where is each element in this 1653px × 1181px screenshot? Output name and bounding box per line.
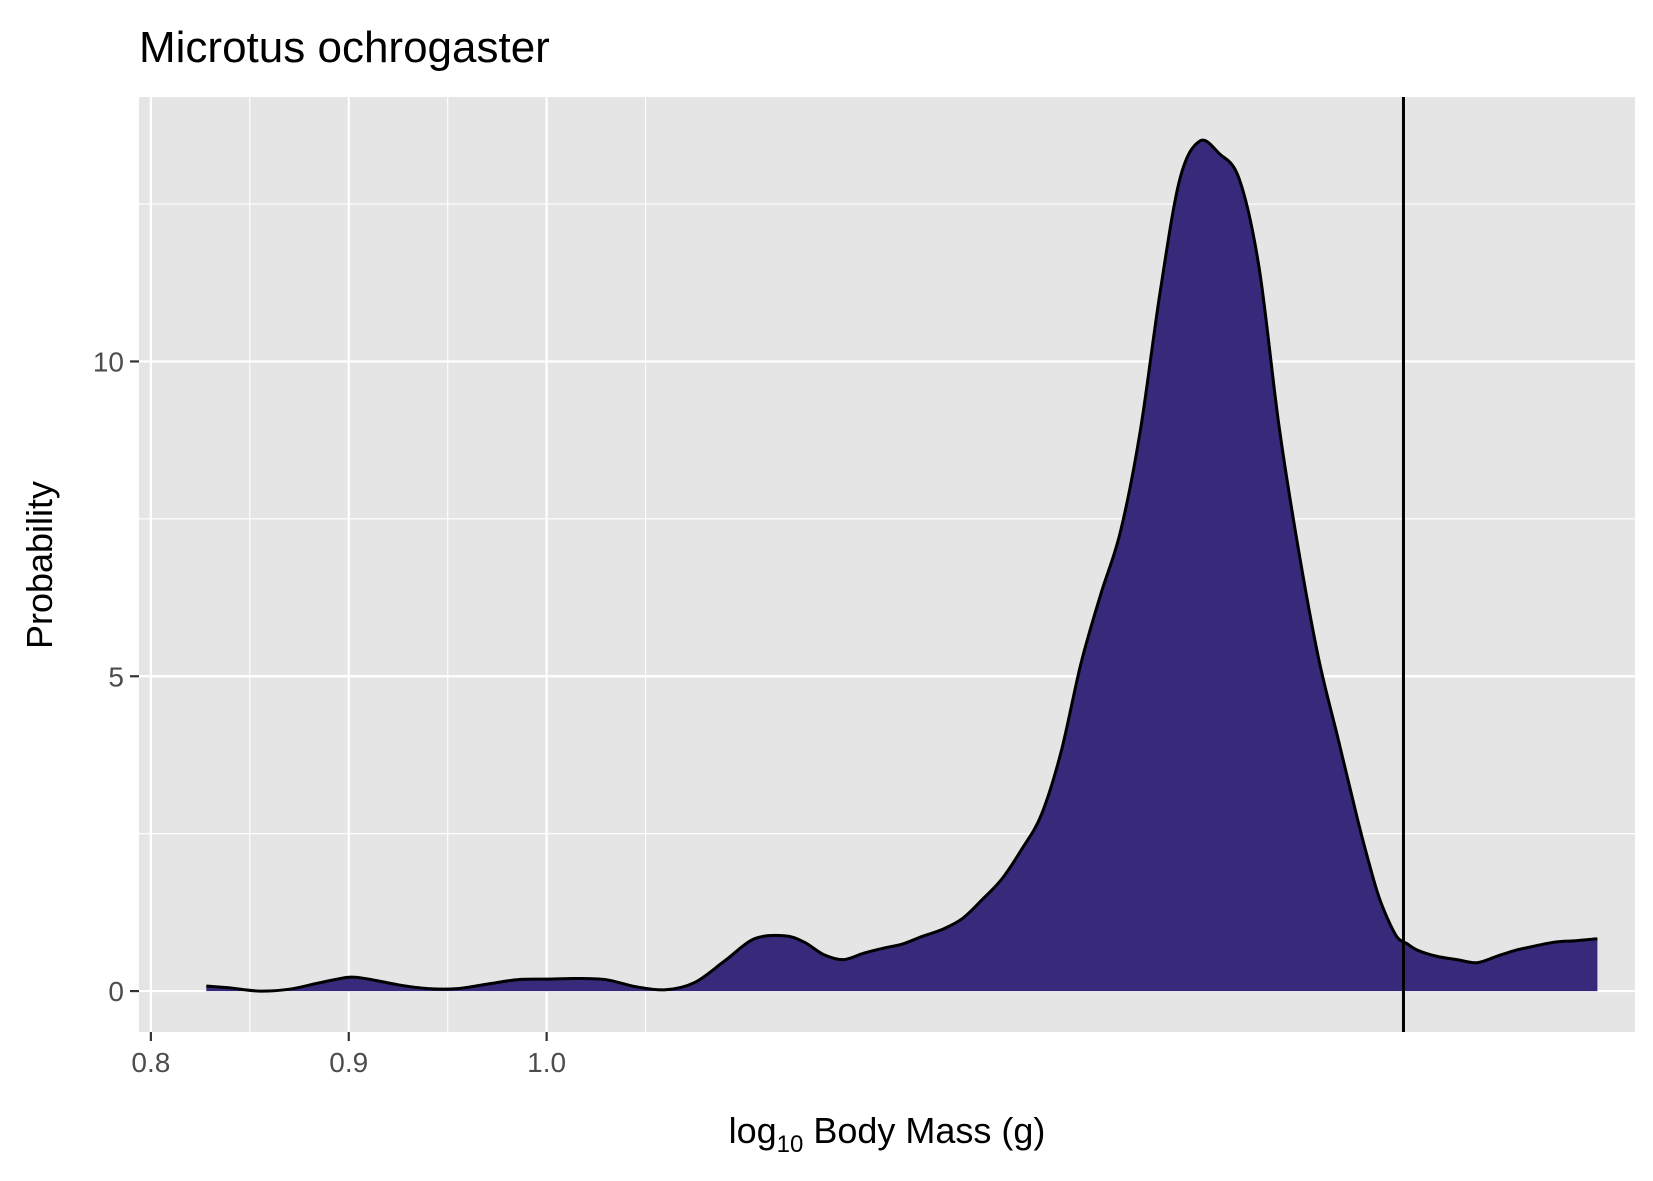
y-axis: 0 5 10 — [93, 346, 139, 1007]
density-line — [206, 138, 1598, 993]
y-tick-label: 10 — [93, 346, 124, 377]
y-tick-label: 0 — [108, 976, 124, 1007]
x-axis-title: log10 Body Mass (g) — [729, 1110, 1046, 1158]
y-axis-title: Probability — [19, 481, 60, 649]
chart-title: Microtus ochrogaster — [139, 23, 550, 72]
minor-gridlines — [139, 97, 1635, 1032]
x-tick-label: 1.0 — [527, 1047, 566, 1078]
x-axis: 0.8 0.9 1.0 — [131, 1032, 566, 1078]
x-axis-title-subscript: 10 — [777, 1131, 804, 1158]
x-axis-title-rest: Body Mass (g) — [803, 1110, 1045, 1151]
x-axis-title-base: log — [729, 1110, 777, 1151]
x-tick-label: 0.8 — [131, 1047, 170, 1078]
y-tick-label: 5 — [108, 661, 124, 692]
x-tick-label: 0.9 — [329, 1047, 368, 1078]
density-area — [206, 140, 1598, 992]
plot-panel — [139, 97, 1635, 1032]
